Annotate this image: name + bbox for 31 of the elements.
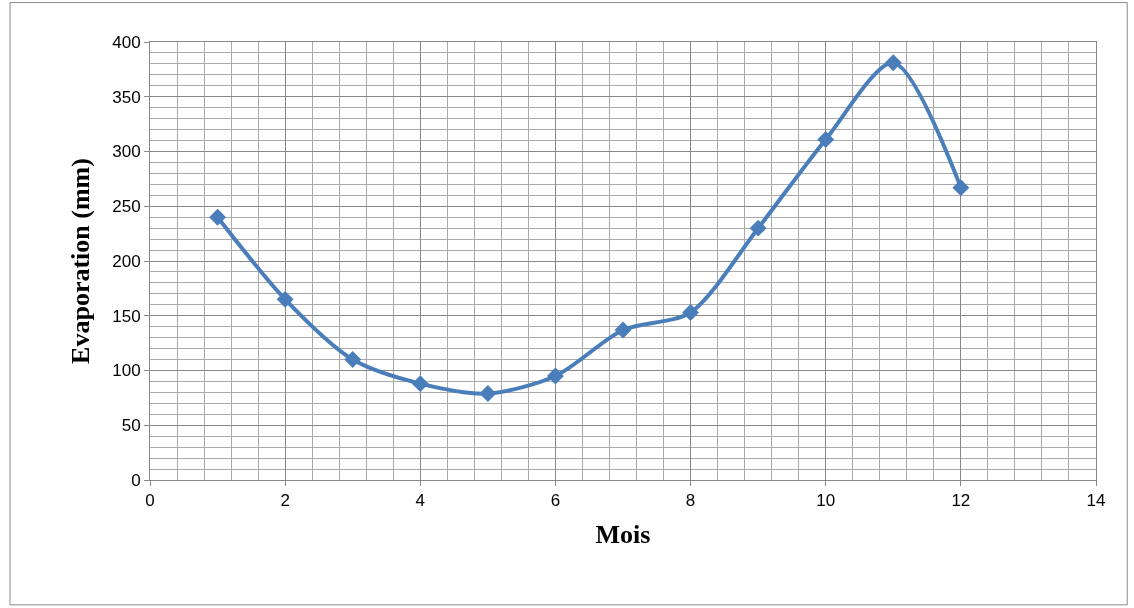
x-tick-label: 12 — [951, 491, 971, 511]
y-tick-label: 250 — [112, 197, 141, 217]
y-tick-label: 350 — [112, 87, 141, 107]
point — [276, 290, 294, 308]
x-tick-label: 4 — [415, 491, 426, 511]
point — [682, 304, 700, 321]
x-tick-label: 0 — [145, 491, 155, 511]
y-tick-label: 300 — [112, 142, 141, 162]
point — [344, 351, 362, 368]
x-tick-label: 6 — [550, 491, 561, 511]
y-axis-title: Evaporation (mm) — [65, 158, 95, 364]
point — [749, 219, 767, 237]
y-tick-label: 0 — [131, 470, 141, 490]
point — [209, 208, 227, 226]
x-tick-label: 10 — [816, 491, 836, 511]
y-tick-label: 50 — [121, 416, 141, 436]
y-tick-label: 150 — [112, 306, 141, 326]
y-tick-label: 400 — [112, 32, 141, 52]
y-tick-label: 200 — [112, 251, 141, 271]
x-tick-label: 2 — [280, 491, 290, 511]
point — [411, 375, 429, 393]
point — [884, 54, 902, 72]
x-axis-title: Mois — [595, 520, 651, 550]
x-tick-label: 14 — [1086, 491, 1106, 511]
x-tick-label: 8 — [685, 491, 696, 511]
point — [952, 179, 970, 197]
point — [546, 367, 564, 385]
point — [479, 385, 497, 402]
y-tick-label: 100 — [112, 361, 141, 381]
point — [817, 131, 835, 148]
point — [614, 321, 632, 339]
